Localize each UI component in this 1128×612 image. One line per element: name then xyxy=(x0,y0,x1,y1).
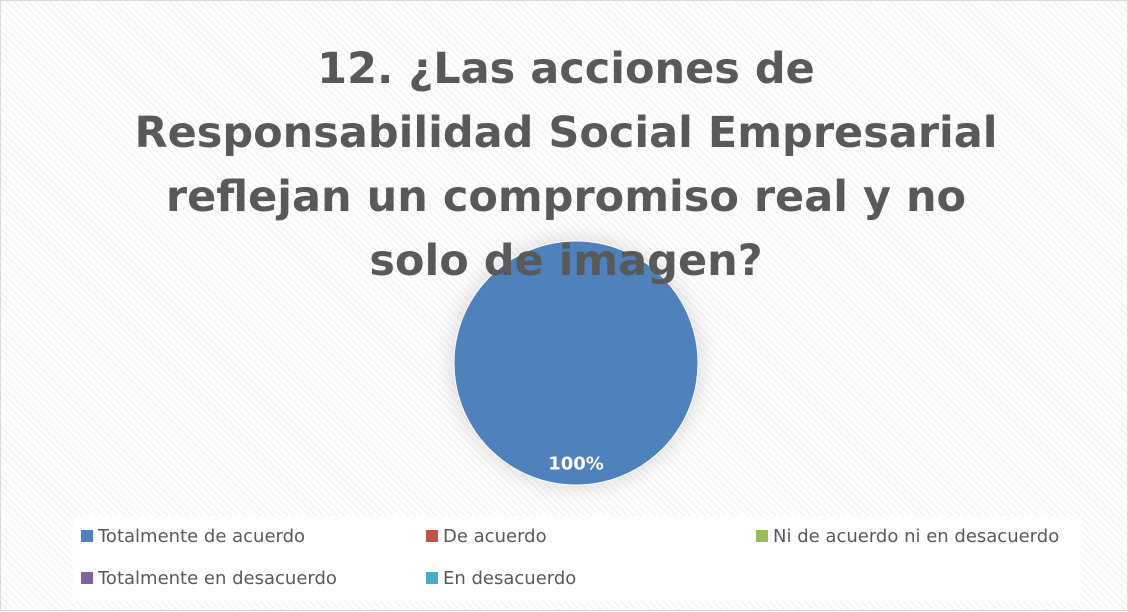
legend-swatch xyxy=(426,572,438,584)
legend-item: Ni de acuerdo ni en desacuerdo xyxy=(756,526,1059,547)
legend-label: De acuerdo xyxy=(443,526,547,547)
legend-label: En desacuerdo xyxy=(443,568,577,589)
chart-title: 12. ¿Las acciones de Responsabilidad Soc… xyxy=(134,44,998,286)
legend-item: Totalmente en desacuerdo xyxy=(81,568,337,589)
legend-label: Totalmente en desacuerdo xyxy=(98,568,337,589)
legend-swatch xyxy=(81,572,93,584)
legend-item: En desacuerdo xyxy=(426,568,576,589)
pie-slice xyxy=(453,240,699,486)
legend-swatch xyxy=(81,530,93,542)
legend-label: Totalmente de acuerdo xyxy=(98,526,306,547)
pie: 100% xyxy=(453,240,699,486)
legend-label: Ni de acuerdo ni en desacuerdo xyxy=(773,526,1060,547)
legend-item: De acuerdo xyxy=(426,526,547,547)
data-label: 100% xyxy=(548,453,604,474)
legend-swatch xyxy=(426,530,438,542)
legend-item: Totalmente de acuerdo xyxy=(81,526,305,547)
legend: Totalmente de acuerdo De acuerdo Ni de acu… xyxy=(73,516,1081,601)
legend-swatch xyxy=(756,530,768,542)
